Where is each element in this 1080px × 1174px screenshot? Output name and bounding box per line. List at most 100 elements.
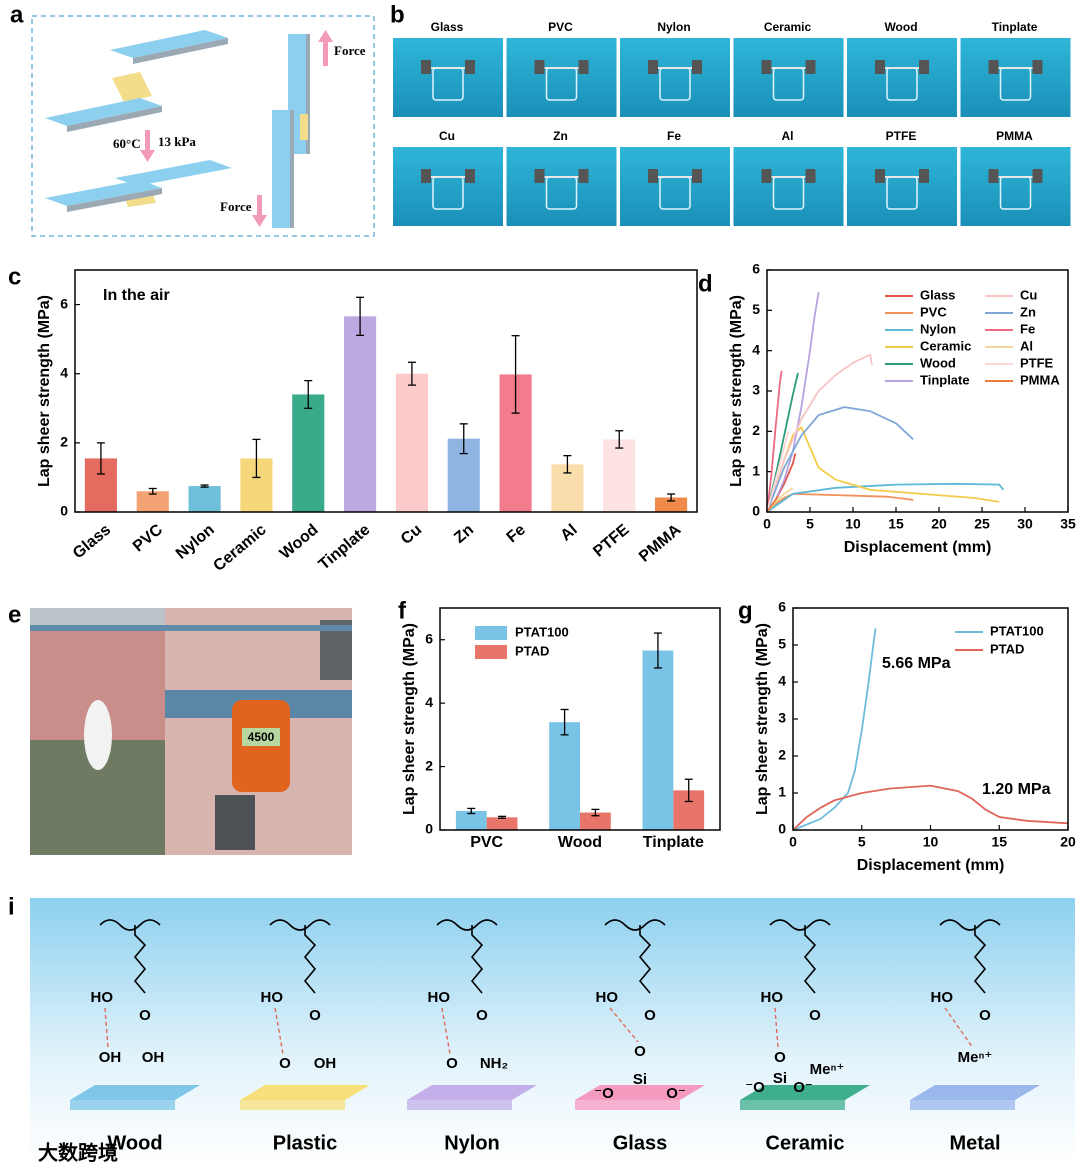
person bbox=[84, 700, 112, 770]
panel-label: g bbox=[738, 597, 753, 624]
arrow bbox=[318, 30, 333, 66]
bar bbox=[30, 625, 352, 631]
bar bbox=[549, 722, 580, 830]
x-tick-label: 30 bbox=[1017, 516, 1033, 532]
x-tick-label: 0 bbox=[763, 516, 771, 532]
y-tick-label: 2 bbox=[778, 747, 786, 763]
plot-frame bbox=[792, 607, 1069, 831]
weight bbox=[648, 60, 658, 74]
y-tick-label: 2 bbox=[425, 757, 433, 773]
photo bbox=[733, 38, 844, 117]
line-series bbox=[766, 482, 1005, 513]
material-label: Nylon bbox=[657, 20, 690, 34]
x-tick-label: 35 bbox=[1060, 516, 1076, 532]
x-tick-label: 5 bbox=[806, 516, 814, 532]
x-tick-label: PTFE bbox=[590, 521, 633, 561]
y-tick-label: 3 bbox=[778, 710, 786, 726]
x-tick-label: 20 bbox=[931, 516, 947, 532]
line-series bbox=[766, 406, 914, 513]
y-tick-label: 0 bbox=[60, 503, 68, 519]
photo bbox=[393, 38, 503, 117]
surface-group: O bbox=[446, 1055, 458, 1072]
error-bar bbox=[615, 430, 624, 449]
polymer-chain bbox=[99, 919, 161, 994]
acid-label: O bbox=[809, 1007, 821, 1024]
line-series bbox=[766, 495, 779, 513]
photo bbox=[506, 147, 617, 226]
y-tick-label: 1 bbox=[778, 784, 786, 800]
weight bbox=[1032, 60, 1043, 74]
x-tick-label: 10 bbox=[923, 834, 939, 850]
error-bar bbox=[667, 493, 676, 502]
line-series bbox=[766, 370, 783, 513]
polymer-chain bbox=[269, 919, 331, 994]
weight bbox=[692, 169, 702, 183]
surface-group: Si bbox=[633, 1071, 647, 1088]
weight bbox=[421, 60, 431, 74]
error-bar bbox=[560, 708, 569, 736]
substrate-plate bbox=[407, 1085, 537, 1100]
x-tick-label: Nylon bbox=[173, 521, 218, 563]
bar bbox=[395, 373, 428, 512]
annotation: 5.66 MPa bbox=[882, 655, 951, 672]
material-label: Tinplate bbox=[992, 20, 1038, 34]
error-bar bbox=[591, 808, 600, 817]
acid-label: HO bbox=[761, 989, 784, 1006]
legend-label: Fe bbox=[1020, 321, 1035, 336]
slab-side bbox=[290, 110, 294, 228]
slab-side bbox=[67, 188, 162, 212]
photo bbox=[847, 147, 957, 226]
slab-side bbox=[133, 38, 228, 64]
polymer-chain bbox=[436, 919, 498, 994]
panel-label: e bbox=[8, 601, 21, 628]
temperature: 60°C bbox=[113, 136, 141, 151]
bar bbox=[603, 439, 636, 512]
surface-group: O⁻ bbox=[666, 1085, 686, 1102]
x-tick-label: Cu bbox=[398, 521, 425, 548]
plot-frame bbox=[766, 269, 1069, 513]
x-tick-label: 15 bbox=[991, 834, 1007, 850]
dashed-frame bbox=[31, 15, 375, 237]
weight bbox=[421, 169, 431, 183]
material-label: Al bbox=[782, 129, 794, 143]
x-tick-label: Al bbox=[558, 521, 581, 544]
material-label: Cu bbox=[439, 129, 455, 143]
error-bar bbox=[252, 438, 261, 479]
panel-label: f bbox=[398, 597, 407, 624]
slab bbox=[45, 98, 162, 126]
x-tick-label: Fe bbox=[504, 521, 529, 546]
surface-group: O bbox=[774, 1049, 786, 1066]
legend-label: Cu bbox=[1020, 287, 1037, 302]
panel-label: d bbox=[698, 270, 713, 297]
y-tick-label: 4 bbox=[60, 364, 68, 380]
panel-label: c bbox=[8, 263, 21, 290]
x-tick-label: Zn bbox=[451, 521, 477, 547]
legend-swatch bbox=[475, 645, 507, 659]
substrate-plate-side bbox=[240, 1100, 345, 1110]
polymer-chain bbox=[604, 919, 666, 994]
weight bbox=[761, 169, 772, 183]
surface-group: OH bbox=[314, 1055, 337, 1072]
surface-group: O bbox=[279, 1055, 291, 1072]
force-label: Force bbox=[334, 43, 366, 58]
panel-label: a bbox=[10, 1, 24, 28]
line-series bbox=[766, 425, 1000, 513]
y-tick-label: 0 bbox=[425, 821, 433, 837]
substrate-plate bbox=[910, 1085, 1040, 1100]
photo bbox=[960, 38, 1071, 117]
error-bar bbox=[356, 296, 365, 336]
y-tick-label: 5 bbox=[778, 636, 786, 652]
bar bbox=[655, 497, 688, 512]
y-axis-label: Lap sheer strength (MPa) bbox=[36, 295, 53, 487]
x-tick-label: 20 bbox=[1060, 834, 1076, 850]
acid-label: O bbox=[139, 1007, 151, 1024]
x-tick-label: PMMA bbox=[636, 521, 685, 566]
scale-display bbox=[242, 728, 280, 746]
error-bar bbox=[96, 442, 105, 475]
slab-side bbox=[306, 34, 310, 154]
surface-group: OH bbox=[99, 1049, 122, 1066]
x-tick-label: Wood bbox=[277, 521, 322, 562]
acid-label: HO bbox=[91, 989, 114, 1006]
x-tick-label: Glass bbox=[70, 521, 114, 562]
bar bbox=[188, 486, 221, 512]
